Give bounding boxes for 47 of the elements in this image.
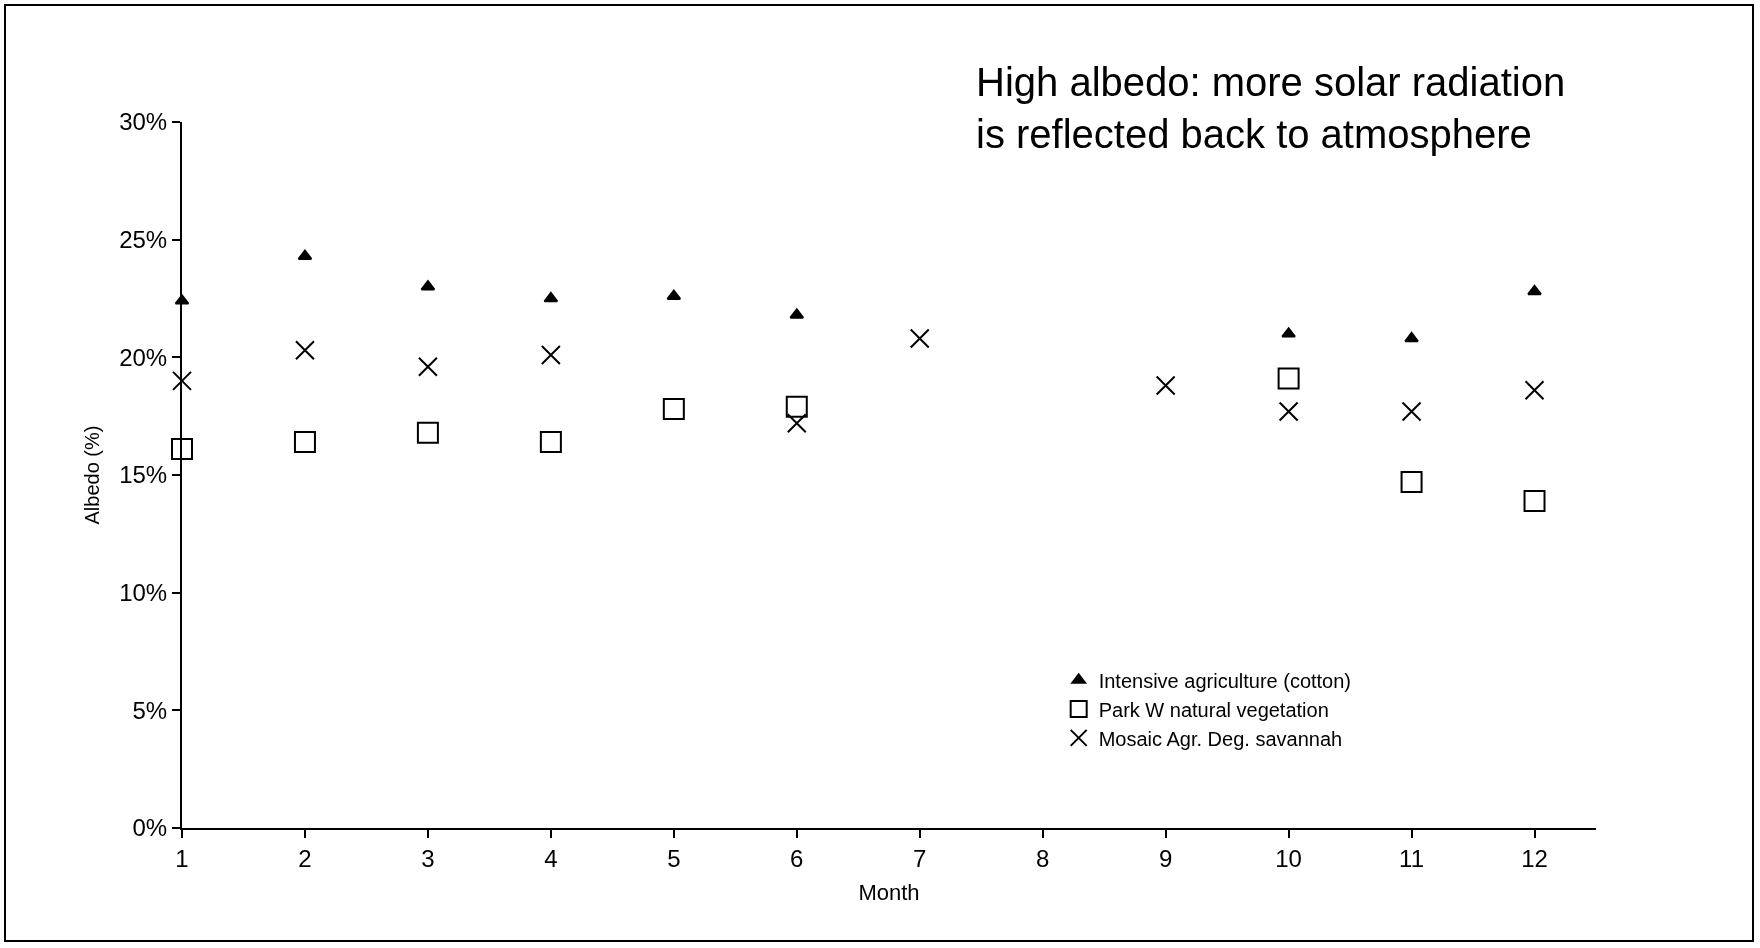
point <box>539 431 562 454</box>
y-tick-label: 15% <box>119 461 168 489</box>
x-tick-label: 7 <box>913 844 927 872</box>
point <box>1277 367 1300 390</box>
point <box>1281 327 1296 338</box>
point <box>662 398 685 421</box>
y-tick-label: 0% <box>132 814 168 842</box>
point <box>1155 375 1176 396</box>
x-tick-label: 4 <box>544 844 558 872</box>
x-tick-label: 12 <box>1521 844 1548 872</box>
y-axis-title: Albedo (%) <box>81 425 104 525</box>
x-tick-label: 6 <box>790 844 804 872</box>
point <box>1527 284 1542 296</box>
point <box>1401 401 1422 422</box>
x-tick-label: 2 <box>298 844 312 872</box>
x-axis-title: Month <box>858 880 920 906</box>
point <box>909 328 930 349</box>
x-tick-label: 8 <box>1036 844 1050 872</box>
point <box>417 356 438 377</box>
legend-label: Mosaic Agr. Deg. savannah <box>1098 727 1343 750</box>
point <box>294 340 315 361</box>
legend-label: Intensive agriculture (cotton) <box>1098 669 1352 692</box>
point <box>786 413 807 434</box>
x-tick-label: 5 <box>667 844 681 872</box>
x-tick-label: 3 <box>421 844 435 872</box>
point <box>1404 332 1419 343</box>
x-tick-label: 9 <box>1158 844 1173 872</box>
y-tick-label: 30% <box>119 108 168 136</box>
point <box>416 421 439 444</box>
x-tick-label: 1 <box>175 844 189 872</box>
x-tick-label: 10 <box>1275 844 1302 872</box>
x-tick-label: 11 <box>1399 844 1425 872</box>
y-tick-label: 5% <box>132 696 168 724</box>
y-tick-label: 20% <box>119 343 168 371</box>
annotation: High albedo: more solar radiation is reflected back to atmosphere <box>976 60 1566 156</box>
point <box>785 395 808 418</box>
point <box>1400 471 1423 494</box>
point <box>1524 380 1545 401</box>
point <box>171 438 193 461</box>
point <box>1278 401 1299 422</box>
point <box>172 370 192 391</box>
point <box>540 344 561 365</box>
point <box>293 431 316 454</box>
legend-label: Park W natural vegetation <box>1098 698 1329 721</box>
y-tick-label: 25% <box>119 226 168 254</box>
point <box>1523 489 1546 512</box>
y-tick-label: 10% <box>119 579 168 607</box>
